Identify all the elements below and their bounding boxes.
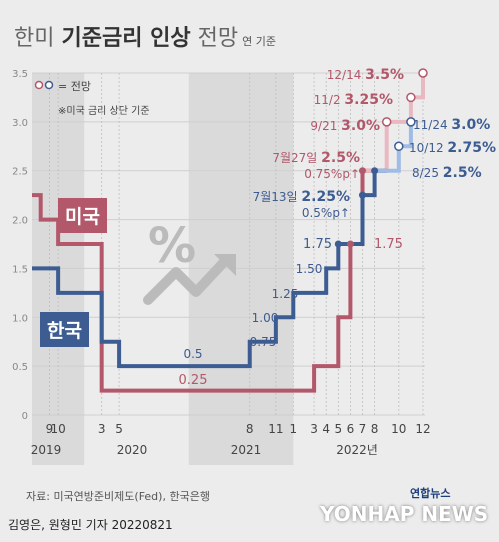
x-tick-label: 5: [115, 422, 123, 436]
percent-symbol-icon: %: [148, 218, 196, 274]
logo-korean: 연합뉴스: [410, 487, 451, 500]
kr-annotation: 0.5: [183, 347, 202, 361]
kr-annotation: 0.75: [250, 335, 277, 349]
x-year-label: 2021: [231, 443, 262, 457]
x-year-label: 2019: [31, 443, 62, 457]
y-tick-label: 3.5: [12, 69, 28, 80]
us-annotation: 9/21 3.0%: [310, 118, 380, 134]
chart-title: 한미 기준금리 인상 전망 연 기준: [14, 20, 276, 52]
legend-note: ※미국 금리 상단 기준: [58, 106, 150, 117]
x-tick-label: 11: [268, 422, 283, 436]
x-tick-label: 3: [310, 422, 318, 436]
kr-rate-line: [32, 168, 387, 369]
x-tick-label: 10: [50, 422, 65, 436]
x-tick-label: 1: [289, 422, 297, 436]
y-tick-label: 2.5: [12, 167, 28, 178]
kr-annotation: 1.00: [252, 311, 279, 325]
us-point: [346, 240, 354, 248]
rising-arrowhead-icon: [214, 254, 236, 276]
kr-annotation: 11/24 3.0%: [413, 117, 490, 133]
x-year-label: 2022년: [336, 443, 378, 457]
us-annotation: 12/14 3.5%: [327, 67, 404, 83]
kr-annotation: 1.50: [296, 262, 323, 276]
us-annotation: 7월27일 2.5%: [272, 150, 360, 166]
kr-annotation: 7월13일 2.25%: [253, 189, 350, 205]
x-year-label: 2020: [117, 443, 148, 457]
kr-forecast-point: [394, 141, 404, 152]
x-tick-label: 6: [347, 422, 355, 436]
x-tick-label: 9: [46, 422, 54, 436]
us-annotation: 0.25: [179, 373, 208, 388]
title-rest: 전망: [190, 26, 239, 51]
logo-english: YONHAP NEWS: [320, 502, 489, 526]
us-tag: 미국: [58, 198, 107, 233]
kr-point: [371, 167, 379, 175]
kr-annotation-sub: 0.5%p↑: [302, 206, 350, 220]
y-tick-label: 0: [22, 411, 28, 422]
legend-label: = 전망: [58, 80, 91, 93]
us-forecast-point: [418, 68, 428, 78]
credit-line: 김영은, 원형민 기자 20220821: [8, 518, 173, 532]
x-tick-label: 12: [415, 422, 430, 436]
us-annotation: 1.75: [374, 237, 403, 252]
kr-annotation: 1.75: [303, 237, 332, 252]
legend: = 전망 ※미국 금리 상단 기준: [34, 78, 150, 117]
y-tick-label: 3.0: [12, 118, 28, 129]
y-tick-label: 2.0: [12, 216, 28, 227]
x-tick-label: 8: [246, 422, 254, 436]
x-tick-label: 7: [359, 422, 367, 436]
kr-annotation: 8/25 2.5%: [412, 165, 482, 181]
us-forecast-point: [406, 92, 416, 103]
title-sub: 연 기준: [242, 35, 276, 48]
kr-forecast-point: [406, 117, 416, 127]
kr-forecast-line: [374, 121, 413, 173]
x-tick-label: 3: [98, 422, 106, 436]
x-tick-label: 8: [371, 422, 379, 436]
kr-point: [334, 240, 342, 248]
y-tick-label: 0.5: [12, 362, 28, 373]
kr-annotation: 10/12 2.75%: [409, 140, 496, 156]
y-tick-label: 1.5: [12, 264, 28, 275]
rising-arrow-icon: [143, 257, 229, 305]
x-tick-label: 4: [322, 422, 330, 436]
year-band-2021: [188, 73, 294, 465]
title-text: 한미: [14, 26, 62, 51]
source-note: 자료: 미국연방준비제도(Fed), 한국은행: [26, 490, 210, 503]
title-bold: 기준금리 인상: [61, 26, 191, 51]
us-forecast-point: [381, 117, 392, 127]
us-point: [359, 167, 366, 175]
us-annotation: 11/2 3.25%: [314, 92, 393, 108]
y-tick-label: 1.0: [12, 313, 28, 324]
kr-tag: 한국: [40, 312, 89, 347]
x-tick-label: 5: [334, 422, 342, 436]
us-annotation-sub: 0.75%p↑: [304, 167, 360, 181]
kr-point: [359, 191, 366, 199]
x-tick-label: 10: [391, 422, 406, 436]
kr-annotation: 1.25: [272, 287, 299, 301]
